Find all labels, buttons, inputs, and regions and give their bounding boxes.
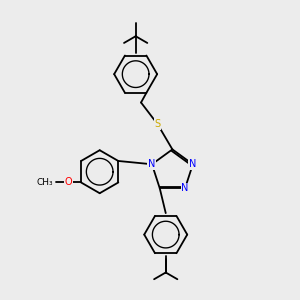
Text: N: N [181,183,189,193]
Text: CH₃: CH₃ [37,178,54,187]
Text: S: S [154,119,160,129]
Text: O: O [65,178,72,188]
Text: N: N [189,159,197,169]
Text: N: N [148,159,156,169]
